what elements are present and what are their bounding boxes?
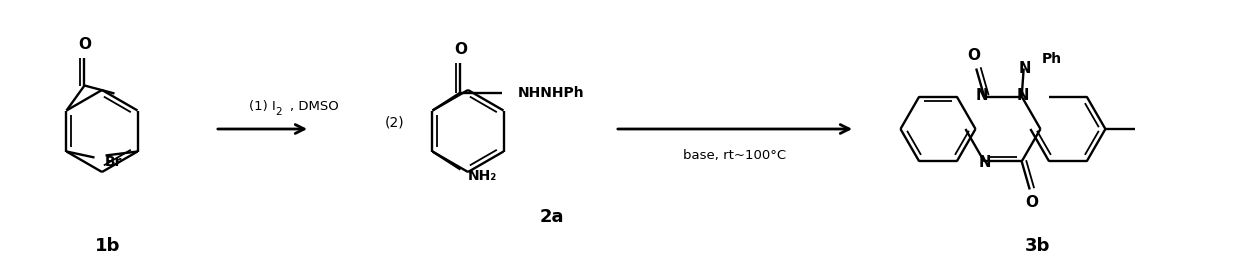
Text: base, rt~100°C: base, rt~100°C bbox=[683, 149, 786, 162]
Text: (1) I: (1) I bbox=[249, 100, 275, 113]
Text: O: O bbox=[1025, 195, 1038, 210]
Text: 1b: 1b bbox=[95, 237, 120, 255]
Text: NH₂: NH₂ bbox=[467, 169, 497, 183]
Text: O: O bbox=[78, 37, 91, 52]
Text: 2: 2 bbox=[275, 107, 283, 117]
Text: 3b: 3b bbox=[1025, 237, 1050, 255]
Text: Br: Br bbox=[104, 155, 123, 169]
Text: 2a: 2a bbox=[539, 208, 564, 226]
Text: O: O bbox=[967, 48, 981, 63]
Text: O: O bbox=[454, 42, 467, 57]
Text: , DMSO: , DMSO bbox=[289, 100, 339, 113]
Text: N: N bbox=[1018, 61, 1030, 76]
Text: Ph: Ph bbox=[1042, 52, 1061, 66]
Text: (2): (2) bbox=[386, 116, 404, 130]
Text: N: N bbox=[1017, 88, 1029, 103]
Text: N: N bbox=[976, 88, 988, 103]
Text: N: N bbox=[980, 155, 992, 170]
Text: NHNHPh: NHNHPh bbox=[518, 85, 585, 99]
